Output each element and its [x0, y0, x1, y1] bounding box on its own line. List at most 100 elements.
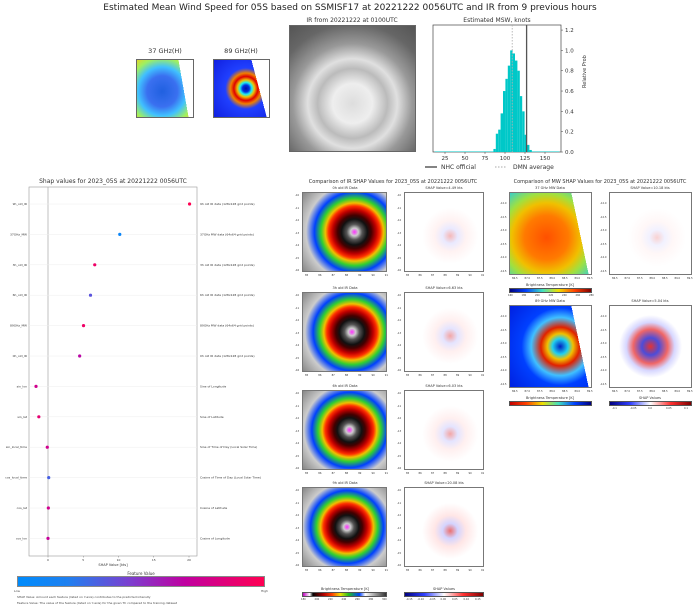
mw-y-tick: -14.5	[500, 382, 507, 386]
mw-shap-title-0: SHAP Value=10.18 kts	[630, 186, 670, 190]
mw-shap-x-tick: 86.5	[612, 390, 618, 393]
ir-shap-x-tick: 86	[418, 274, 422, 277]
mw-y-tick: -13.0	[500, 342, 507, 345]
mw-shap-tick: 0.0	[648, 407, 652, 410]
ir-y-tick: -14	[295, 539, 300, 542]
ir-shap-title-3: SHAP Value=20.08 kts	[424, 481, 464, 485]
ir-shap-y-tick: -12	[397, 319, 402, 322]
ir-shap-y-tick: -15	[397, 256, 402, 260]
feature-name: cos_lon	[16, 536, 27, 540]
feature-description: Sine of Longitude	[200, 384, 226, 388]
ir-x-tick: 89	[358, 374, 362, 377]
ir-x-tick: 88	[344, 374, 349, 377]
x-tick-label: 75	[482, 156, 489, 162]
mw-x-tick: 89.5	[587, 390, 593, 393]
ir-shap-tick: -0.05	[429, 598, 436, 601]
feature-name: sin_local_time	[6, 445, 27, 449]
feature-name: cos_local_time	[5, 476, 27, 480]
y-tick-label: 1.0	[565, 48, 574, 54]
mw-bt-tick: 260	[575, 294, 581, 297]
legend-nhc-label: NHC official	[441, 164, 476, 171]
ir-shap-x-tick: 89	[456, 472, 460, 475]
ir-x-tick: 85	[305, 472, 309, 475]
ir-shap-y-tick: -13	[397, 429, 402, 433]
shap-point	[93, 263, 97, 267]
mw-bt-colorbar-label-1: Brightness Temperature [K]	[525, 396, 575, 400]
mw-shap-x-tick: 87.5	[637, 390, 643, 393]
ir-x-tick: 88	[344, 274, 349, 277]
ir-shap-x-tick: 85	[406, 569, 410, 572]
ir-shap-colorbar-label: SHAP Values	[433, 587, 455, 591]
feature-value-colorbar	[17, 576, 265, 587]
ir-shap-y-tick: -11	[397, 306, 402, 310]
ir-shap-y-tick: -10	[397, 194, 402, 197]
ir-data-title-2: 6h old IR Data	[332, 384, 358, 388]
mw-data-title-1: 89 GHz MW Data	[535, 299, 565, 303]
ir-comparison-title: Comparison of IR SHAP Values for 2023_05…	[308, 179, 478, 185]
ir-y-tick: -12	[295, 514, 300, 517]
ir-shap-x-tick: 91	[481, 472, 485, 475]
mw-shap-x-tick: 88.0	[649, 390, 656, 393]
mw-shap-y-tick: -14.0	[600, 369, 607, 372]
x-tick-label: 25	[442, 156, 449, 162]
feature-name: sin_lat	[17, 415, 27, 419]
histogram-bar	[512, 53, 515, 152]
ir-shap-y-tick: -12	[397, 417, 402, 420]
x-tick-label: 150	[540, 156, 551, 162]
ir-shap-y-tick: -16	[397, 467, 402, 470]
ir-x-tick: 90	[371, 374, 375, 377]
ir-shap-tick: 0.15	[475, 598, 481, 601]
mw-shap-x-tick: 89.0	[674, 390, 681, 393]
feature-description: Cosine of Longitude	[200, 536, 230, 540]
ir-y-tick: -14	[295, 244, 300, 247]
ir-x-tick: 85	[305, 274, 309, 277]
mw-shap-y-tick: -14.5	[600, 382, 607, 386]
ir-shap-y-tick: -10	[397, 489, 402, 492]
ir-y-tick: -10	[295, 194, 300, 197]
mw-shap-y-tick: -12.0	[600, 202, 607, 205]
ir-shap-y-tick: -15	[397, 454, 402, 458]
mw-x-tick: 86.5	[512, 277, 518, 280]
shap-point	[88, 293, 93, 297]
mw-shap-y-tick: -13.5	[600, 242, 607, 246]
shap-scatter-plot: 9h_old_IR 9h old IR data (128x128 grid po…	[5, 186, 261, 567]
ir-data-image-3	[302, 487, 387, 567]
ir-shap-x-tick: 87	[431, 374, 435, 377]
ir-bt-tick: 240	[341, 598, 347, 601]
ir-y-tick: -15	[295, 454, 300, 458]
mw-data-title-0: 37 GHz MW Data	[535, 186, 565, 190]
ir-shap-y-tick: -13	[397, 526, 402, 530]
y-tick-label: 0.2	[565, 130, 574, 136]
ir-shap-y-tick: -14	[397, 244, 402, 247]
histogram-bar	[527, 144, 530, 152]
ir-shap-tick: -0.10	[417, 598, 424, 601]
feature-description: 3h old IR data (128x128 grid points)	[200, 263, 255, 267]
ir-y-tick: -10	[295, 294, 300, 297]
feature-name: 37GHz_MW	[10, 232, 27, 236]
ir-y-tick: -11	[295, 306, 300, 310]
histogram-axes	[432, 24, 562, 153]
mw-data-image-1	[509, 305, 592, 388]
x-tick-label: 5	[82, 558, 84, 562]
mw-x-tick: 87.5	[537, 277, 543, 280]
mw-x-tick: 87.0	[524, 390, 531, 393]
ir-x-tick: 89	[358, 569, 362, 572]
histogram-bar	[505, 78, 508, 152]
ir-shap-image-0	[404, 192, 484, 272]
feature-name: 89GHz_MW	[10, 324, 27, 328]
mw-x-tick: 89.0	[574, 390, 581, 393]
mw-x-tick: 88.5	[562, 390, 568, 393]
feature-name: 0h_old_IR	[13, 354, 27, 358]
mw-x-tick: 89.5	[587, 277, 593, 280]
ir-data-title-3: 9h old IR Data	[332, 481, 358, 485]
ir-shap-x-tick: 86	[418, 472, 422, 475]
ir-y-tick: -13	[295, 526, 300, 530]
shap-point	[187, 202, 192, 206]
histogram-bar	[522, 111, 525, 152]
ir-x-tick: 85	[305, 374, 309, 377]
legend-dmn-label: DMN average	[513, 164, 554, 171]
ir-y-tick: -13	[295, 231, 300, 235]
ir-shap-y-tick: -16	[397, 369, 402, 372]
mw-y-tick: -12.5	[500, 215, 507, 219]
ir-shap-tick: 0.05	[452, 598, 458, 601]
